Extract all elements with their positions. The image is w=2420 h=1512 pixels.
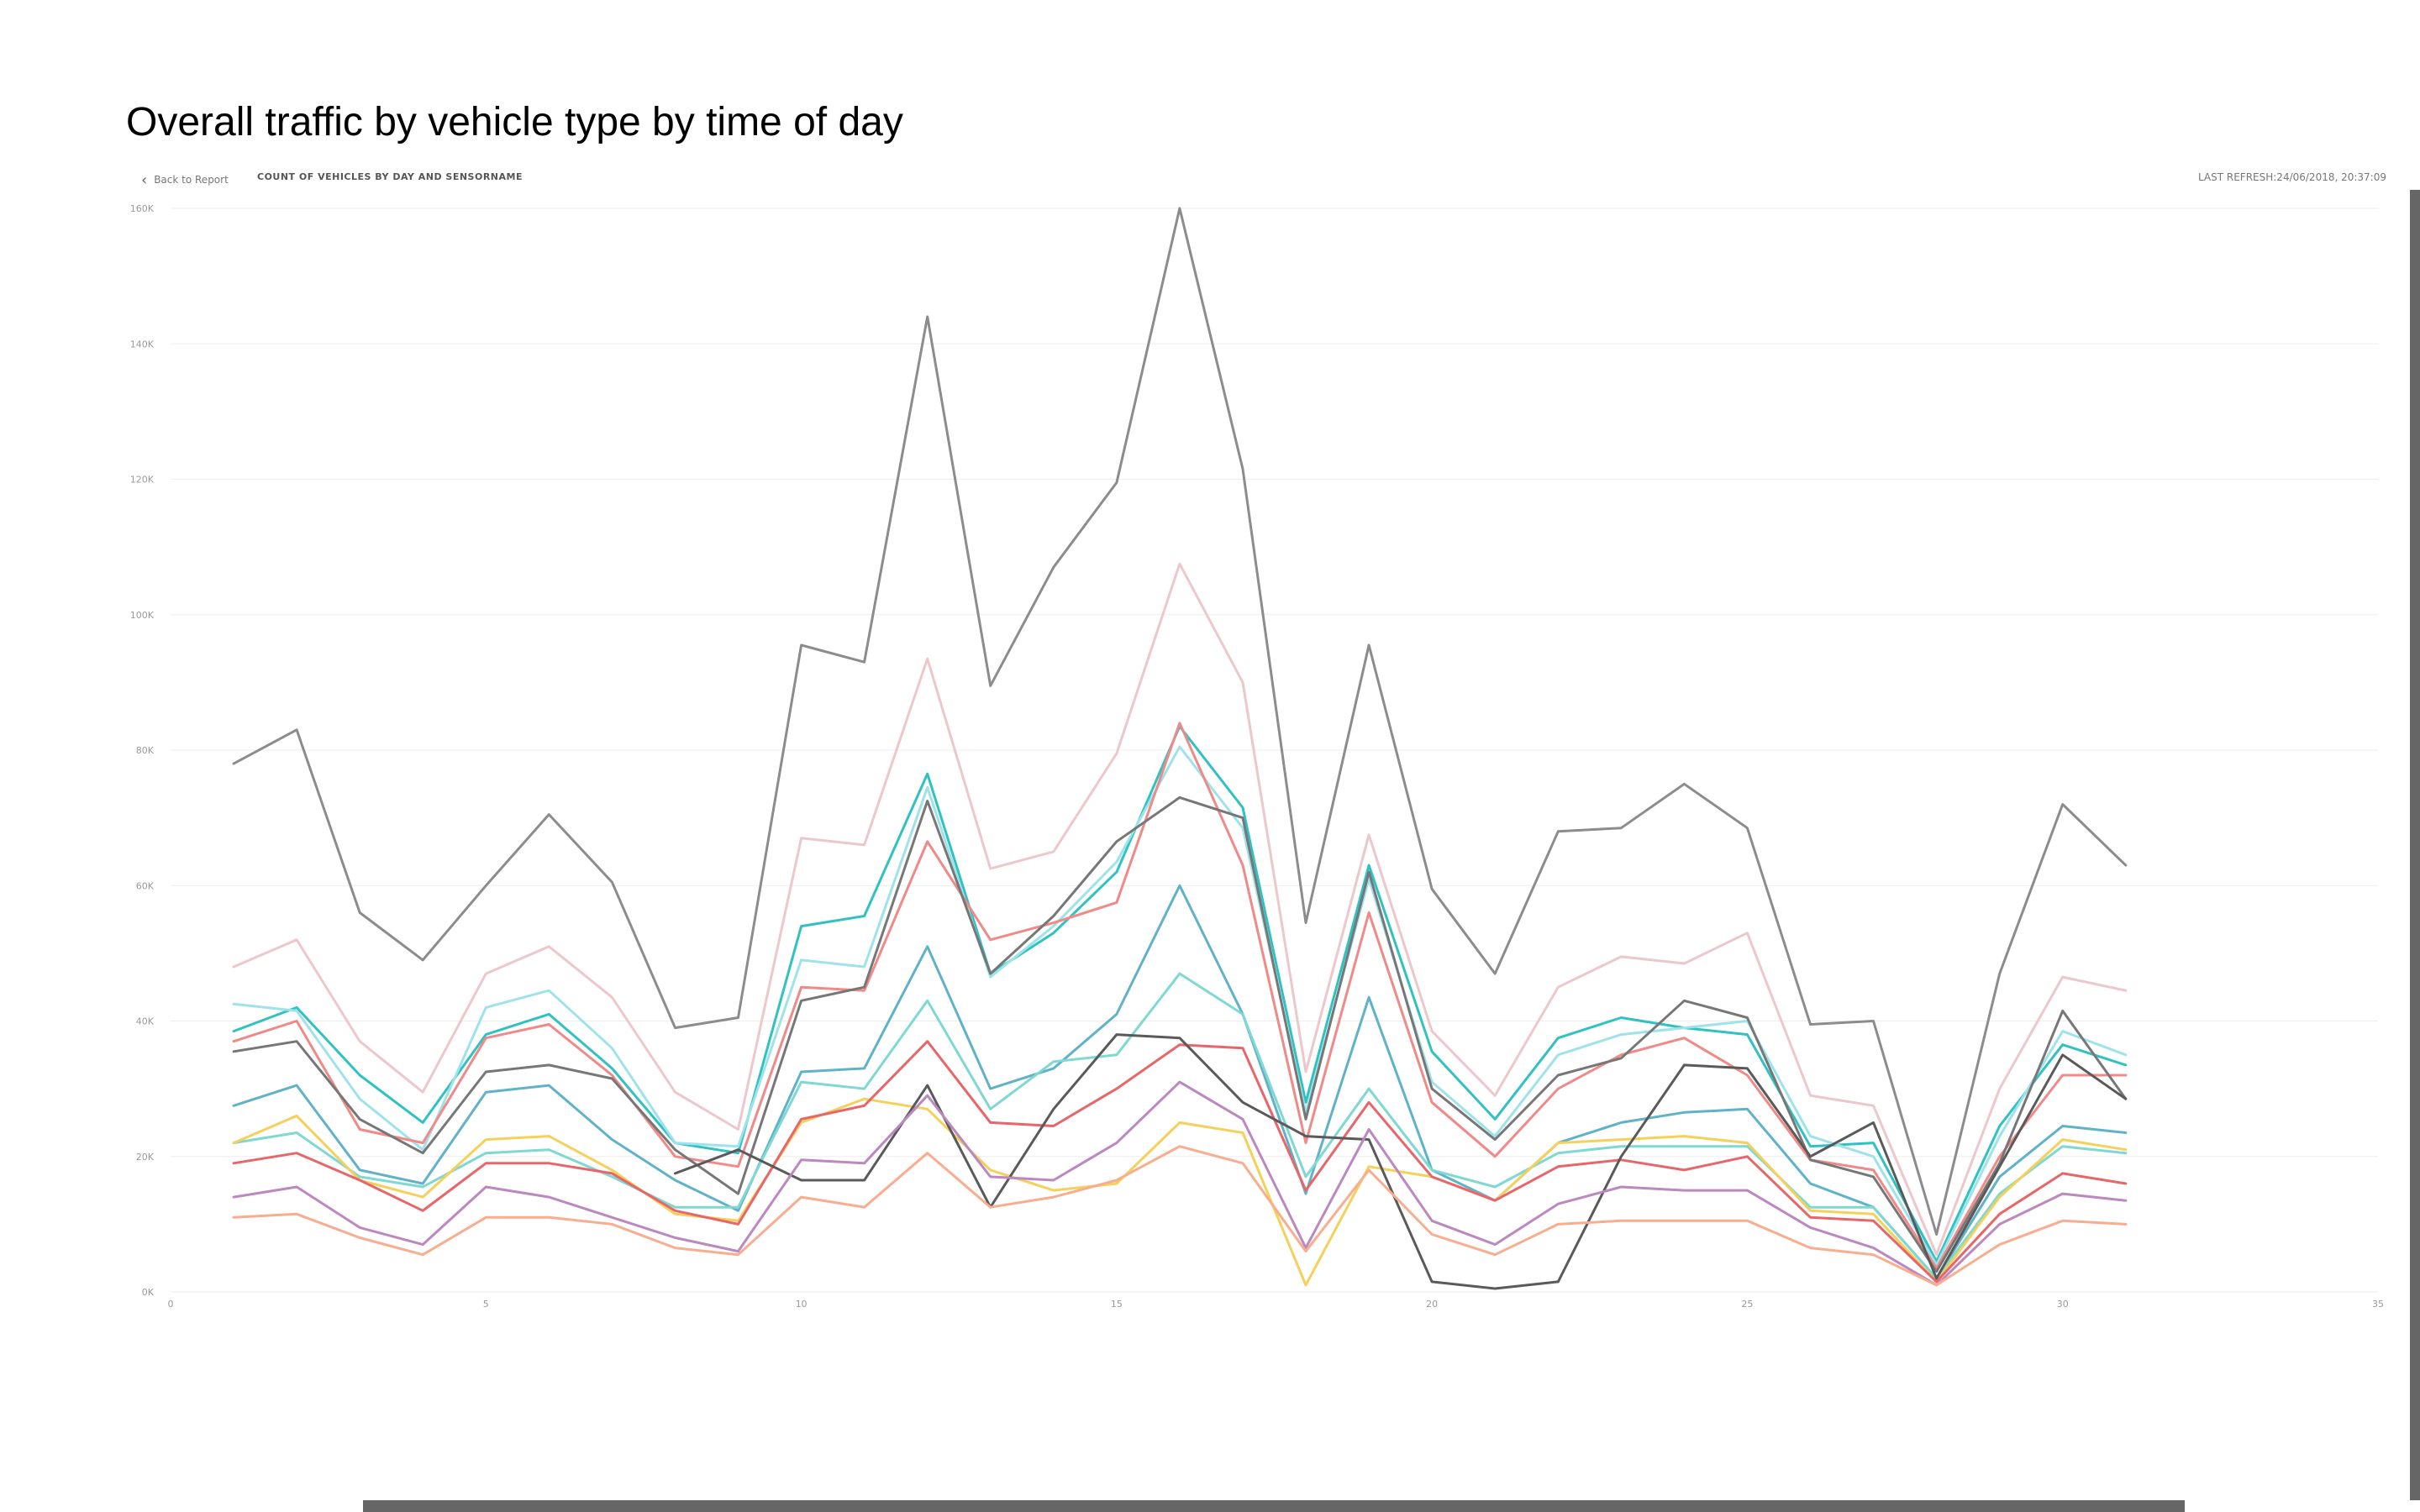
y-tick-label: 100K: [130, 610, 155, 621]
x-tick-label: 20: [1426, 1299, 1438, 1310]
back-to-report-label: Back to Report: [154, 174, 229, 186]
y-tick-label: 40K: [136, 1016, 155, 1027]
x-tick-label: 30: [2057, 1299, 2069, 1310]
series-line-10: [232, 1040, 2128, 1284]
x-tick-label: 0: [168, 1299, 174, 1310]
back-to-report-link[interactable]: ‹ Back to Report: [141, 171, 229, 189]
series-line-11: [674, 1033, 2128, 1290]
series-line-12: [232, 1080, 2128, 1287]
series-line-7: [232, 884, 2128, 1280]
vertical-scrollbar[interactable]: [2410, 190, 2420, 1500]
series-line-3: [232, 725, 2128, 1263]
page-title: Overall traffic by vehicle type by time …: [126, 100, 903, 144]
series-line-1: [232, 207, 2128, 1236]
last-refresh-text: LAST REFRESH:24/06/2018, 20:37:09: [2197, 171, 2386, 183]
series-line-2: [232, 562, 2128, 1257]
series-line-4: [232, 745, 2128, 1267]
chevron-left-icon: ‹: [141, 171, 148, 189]
horizontal-scrollbar[interactable]: [363, 1500, 2185, 1512]
y-tick-label: 0K: [142, 1287, 155, 1298]
chart-title: COUNT OF VEHICLES BY DAY AND SENSORNAME: [257, 171, 523, 182]
x-tick-label: 15: [1111, 1299, 1123, 1310]
y-tick-label: 140K: [130, 339, 155, 349]
series-line-6: [232, 795, 2128, 1273]
y-tick-label: 20K: [136, 1152, 155, 1163]
y-tick-label: 120K: [130, 475, 155, 486]
series-line-13: [232, 1145, 2128, 1287]
x-tick-label: 35: [2372, 1299, 2384, 1310]
x-tick-label: 25: [1741, 1299, 1753, 1310]
series-line-5: [232, 722, 2128, 1270]
y-tick-label: 60K: [136, 880, 155, 891]
y-tick-label: 80K: [136, 745, 155, 756]
report-header: ‹ Back to Report COUNT OF VEHICLES BY DAY…: [126, 165, 2386, 190]
chart-axes: 0K 20K 40K 60K 80K 100K 120K 140K 160K 0 5 10 15 20 25…: [130, 203, 2384, 1310]
x-tick-label: 5: [483, 1299, 489, 1310]
series-line-8: [232, 972, 2128, 1280]
x-tick-label: 10: [796, 1299, 808, 1310]
chart-gridlines: [171, 207, 2378, 1293]
series-line-9: [232, 1097, 2128, 1287]
chart-series: [232, 207, 2128, 1290]
y-tick-label: 160K: [130, 203, 155, 214]
